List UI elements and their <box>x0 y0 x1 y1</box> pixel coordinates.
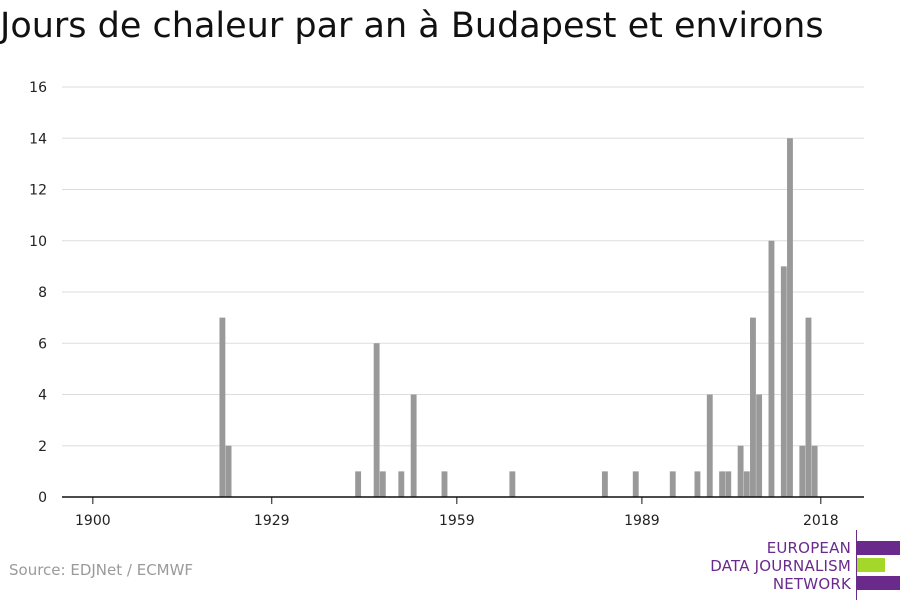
y-tick-label: 12 <box>29 183 47 199</box>
logo-divider <box>856 530 857 600</box>
y-tick-label: 10 <box>29 234 47 250</box>
bar <box>706 394 713 497</box>
bar <box>768 240 775 497</box>
bar <box>509 471 516 497</box>
y-tick-label: 2 <box>38 439 47 455</box>
bar <box>725 471 732 497</box>
bar <box>719 471 726 497</box>
bar <box>410 394 417 497</box>
y-tick-label: 4 <box>38 388 47 404</box>
y-tick-label: 8 <box>38 285 47 301</box>
y-tick-label: 14 <box>29 131 47 147</box>
bar <box>780 266 787 497</box>
x-tick-label: 1900 <box>75 513 111 529</box>
x-tick-label: 1929 <box>254 513 290 529</box>
bar <box>805 317 812 497</box>
source-credit: Source: EDJNet / ECMWF <box>9 561 194 579</box>
bar <box>398 471 405 497</box>
x-axis-labels: 1900 1929 1959 1989 2018 <box>75 513 839 529</box>
bar <box>750 317 756 497</box>
bar <box>441 471 448 497</box>
bar <box>756 394 763 497</box>
bars <box>219 138 818 497</box>
bar <box>225 445 232 497</box>
edjnet-logo[interactable]: EUROPEAN DATA JOURNALISM NETWORK <box>710 530 900 600</box>
bar <box>737 445 744 497</box>
bar <box>811 445 818 497</box>
bar <box>373 343 380 497</box>
x-tick-label: 1989 <box>624 513 660 529</box>
bar <box>632 471 639 497</box>
y-tick-label: 16 <box>29 80 47 96</box>
bar <box>669 471 676 497</box>
bar <box>694 471 701 497</box>
bar <box>219 317 226 497</box>
logo-text-line-2: DATA JOURNALISM <box>710 557 851 575</box>
logo-bar-purple-top <box>857 541 900 555</box>
bar <box>799 445 806 497</box>
x-axis <box>62 496 864 504</box>
grid-lines <box>62 86 864 447</box>
x-tick-label: 1959 <box>439 513 475 529</box>
y-tick-label: 6 <box>38 336 47 352</box>
y-axis-labels: 0 2 4 6 8 10 12 14 16 <box>29 80 47 506</box>
logo-bar-purple-bottom <box>857 576 900 590</box>
logo-text-line-1: EUROPEAN <box>766 539 851 557</box>
bar <box>355 471 362 497</box>
bar <box>601 471 608 497</box>
logo-text-line-3: NETWORK <box>772 575 851 593</box>
bar <box>787 138 793 497</box>
bar <box>743 471 750 497</box>
logo-bar-green <box>857 558 885 572</box>
x-tick-label: 2018 <box>803 513 839 529</box>
bar <box>379 471 386 497</box>
y-tick-label: 0 <box>38 490 47 506</box>
chart-title: Jours de chaleur par an à Budapest et en… <box>0 6 824 46</box>
